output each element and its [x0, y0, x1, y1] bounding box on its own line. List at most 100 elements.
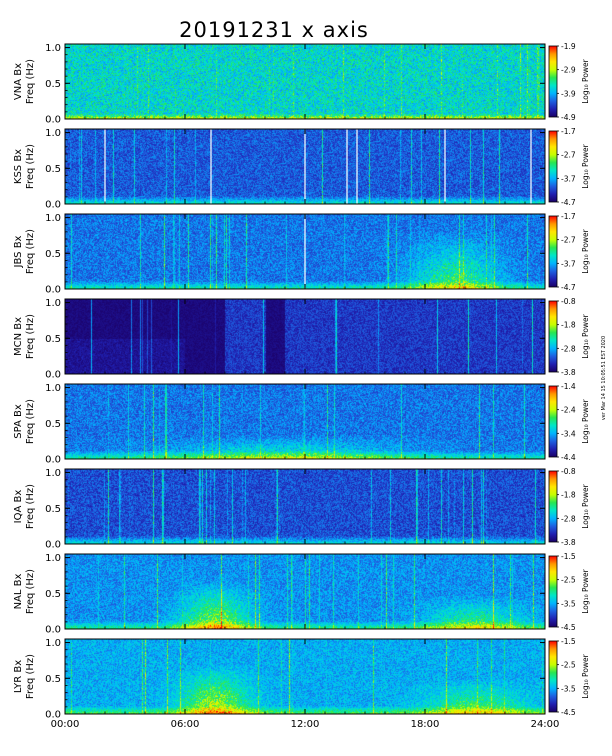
colorbar [548, 300, 558, 373]
panel-vna: 0.0 0.5 1.0 VNA Bx Freq (Hz) -1.9 -2.9 -3.9 -4.9… [13, 42, 590, 126]
y-tick-label: 1.0 [45, 298, 61, 309]
y-tick-label: 0.0 [45, 455, 61, 466]
colorbar-label: Log₁₀ Power [581, 143, 590, 188]
y-axis-label-station: NAL Bx [13, 573, 24, 609]
y-tick-label: 0.5 [45, 249, 61, 260]
x-tick-label: 00:00 [51, 719, 80, 730]
spectrogram-spa [65, 384, 545, 459]
colorbar-tick-label: -3.9 [561, 89, 576, 98]
colorbar-tick-label: -1.7 [561, 212, 576, 221]
y-tick-label: 1.0 [45, 638, 61, 649]
spectrogram-mcn [65, 299, 545, 374]
colorbar-tick-label: -1.5 [561, 637, 576, 646]
y-tick-label: 0.0 [45, 200, 61, 211]
y-tick-label: 1.0 [45, 213, 61, 224]
colorbar-tick-label: -2.8 [561, 514, 576, 523]
y-tick-label: 0.0 [45, 285, 61, 296]
colorbar [548, 555, 558, 628]
colorbar-tick-label: -2.4 [561, 406, 576, 415]
colorbar-tick-label: -3.7 [561, 259, 576, 268]
y-axis-label-station: LYR Bx [13, 660, 24, 693]
x-tick-label: 12:00 [291, 719, 320, 730]
colorbar-tick-label: -0.8 [561, 467, 576, 476]
spectrogram-nal [65, 554, 545, 629]
y-axis-label-freq: Freq (Hz) [25, 569, 36, 614]
panel-lyr: 0.0 0.5 1.0 LYR Bx Freq (Hz) -1.5 -2.5 -3.5 -4.5… [13, 637, 590, 721]
colorbar-tick-label: -4.7 [561, 198, 576, 207]
y-tick-label: 0.5 [45, 79, 61, 90]
y-axis-label-station: VNA Bx [13, 63, 24, 100]
y-tick-label: 0.0 [45, 115, 61, 126]
figure-title: 20191231 x axis [179, 18, 369, 42]
y-tick-label: 0.5 [45, 419, 61, 430]
y-tick-label: 1.0 [45, 468, 61, 479]
colorbar-tick-label: -1.8 [561, 491, 576, 500]
colorbar [548, 470, 558, 543]
y-tick-label: 1.0 [45, 383, 61, 394]
spectrogram-vna [65, 44, 545, 119]
colorbar-label: Log₁₀ Power [581, 58, 590, 103]
colorbar-label: Log₁₀ Power [581, 313, 590, 358]
colorbar-tick-label: -3.8 [561, 368, 576, 377]
colorbar-tick-label: -1.9 [561, 42, 576, 51]
y-axis-label-station: KSS Bx [13, 149, 24, 184]
colorbar-tick-label: -3.5 [561, 684, 576, 693]
x-tick-label: 06:00 [171, 719, 200, 730]
y-tick-label: 0.0 [45, 540, 61, 551]
panel-iqa: 0.0 0.5 1.0 IQA Bx Freq (Hz) -0.8 -1.8 -2.8 -3.8… [13, 467, 590, 551]
colorbar-label: Log₁₀ Power [581, 398, 590, 443]
y-axis-label-station: MCN Bx [13, 317, 24, 356]
colorbar-label: Log₁₀ Power [581, 568, 590, 613]
colorbar-tick-label: -2.7 [561, 151, 576, 160]
colorbar-label: Log₁₀ Power [581, 653, 590, 698]
colorbar-tick-label: -4.5 [561, 708, 576, 717]
colorbar-label: Log₁₀ Power [581, 483, 590, 528]
y-tick-label: 0.5 [45, 164, 61, 175]
y-axis-label-freq: Freq (Hz) [25, 229, 36, 274]
colorbar-tick-label: -1.7 [561, 127, 576, 136]
colorbar-tick-label: -2.9 [561, 66, 576, 75]
colorbar-tick-label: -4.4 [561, 453, 576, 462]
colorbar [548, 215, 558, 288]
x-tick-label: 18:00 [411, 719, 440, 730]
y-tick-label: 0.0 [45, 710, 61, 721]
y-tick-label: 0.5 [45, 334, 61, 345]
colorbar-tick-label: -3.5 [561, 599, 576, 608]
colorbar-tick-label: -4.7 [561, 283, 576, 292]
y-tick-label: 0.5 [45, 504, 61, 515]
colorbar [548, 45, 558, 118]
panel-jbs: 0.0 0.5 1.0 JBS Bx Freq (Hz) -1.7 -2.7 -3.7 -4.7… [13, 212, 590, 296]
y-tick-label: 1.0 [45, 43, 61, 54]
colorbar-tick-label: -2.7 [561, 236, 576, 245]
colorbar-tick-label: -2.5 [561, 661, 576, 670]
y-tick-label: 1.0 [45, 553, 61, 564]
colorbar-tick-label: -4.5 [561, 623, 576, 632]
colorbar-tick-label: -2.5 [561, 576, 576, 585]
panel-kss: 0.0 0.5 1.0 KSS Bx Freq (Hz) -1.7 -2.7 -3.7 -4.7… [13, 127, 590, 211]
colorbar-tick-label: -1.4 [561, 382, 576, 391]
y-axis-label-freq: Freq (Hz) [25, 484, 36, 529]
panel-nal: 0.0 0.5 1.0 NAL Bx Freq (Hz) -1.5 -2.5 -3.5 -4.5… [13, 552, 590, 636]
y-axis-label-freq: Freq (Hz) [25, 654, 36, 699]
y-tick-label: 0.5 [45, 674, 61, 685]
colorbar-tick-label: -1.5 [561, 552, 576, 561]
y-tick-label: 0.5 [45, 589, 61, 600]
panel-mcn: 0.0 0.5 1.0 MCN Bx Freq (Hz) -0.8 -1.8 -2.8 -3.8… [13, 297, 590, 381]
colorbar [548, 640, 558, 713]
colorbar-tick-label: -2.8 [561, 344, 576, 353]
y-axis-label-station: SPA Bx [13, 404, 24, 439]
y-axis-label-freq: Freq (Hz) [25, 144, 36, 189]
panel-spa: 0.0 0.5 1.0 SPA Bx Freq (Hz) -1.4 -2.4 -3.4 -4.4… [13, 382, 590, 466]
spectrogram-lyr [65, 639, 545, 714]
colorbar-label: Log₁₀ Power [581, 228, 590, 273]
y-tick-label: 0.0 [45, 370, 61, 381]
colorbar [548, 130, 558, 203]
x-tick-label: 24:00 [531, 719, 560, 730]
y-axis-label-freq: Freq (Hz) [25, 399, 36, 444]
y-axis-label-station: JBS Bx [13, 235, 24, 268]
colorbar-tick-label: -4.9 [561, 113, 576, 122]
y-tick-label: 1.0 [45, 128, 61, 139]
colorbar-tick-label: -1.8 [561, 321, 576, 330]
colorbar-tick-label: -3.8 [561, 538, 576, 547]
